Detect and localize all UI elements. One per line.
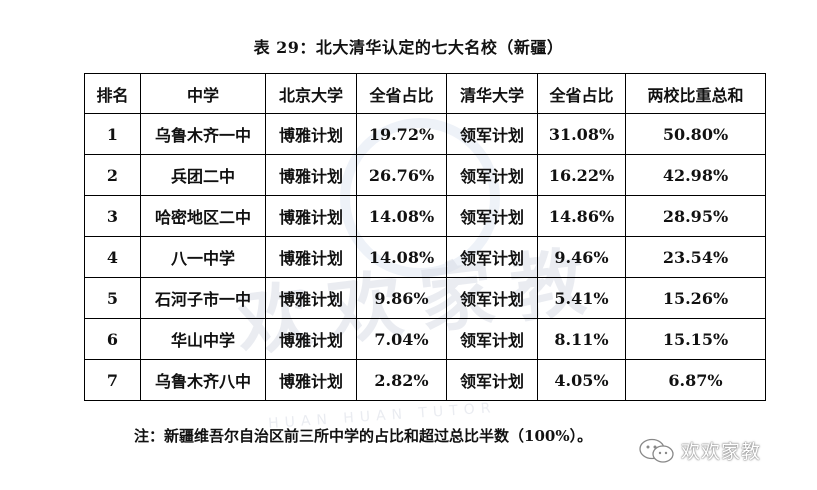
school-cell: 石河子市一中 <box>140 277 266 319</box>
table-row: 5 石河子市一中 博雅计划 9.86% 领军计划 5.41% 15.26% <box>84 277 766 319</box>
thu-program-cell: 领军计划 <box>446 113 538 155</box>
school-cell: 哈密地区二中 <box>140 195 266 237</box>
total-share-cell: 28.95% <box>625 195 766 237</box>
header-cell: 中学 <box>140 73 266 114</box>
thu-share-cell: 8.11% <box>537 318 626 360</box>
thu-share-cell: 5.41% <box>537 277 626 319</box>
school-cell: 乌鲁木齐一中 <box>140 113 266 155</box>
thu-program-cell: 领军计划 <box>446 236 538 278</box>
rank-cell: 5 <box>84 277 141 319</box>
school-cell: 华山中学 <box>140 318 266 360</box>
table-row: 6 华山中学 博雅计划 7.04% 领军计划 8.11% 15.15% <box>84 318 766 360</box>
pku-program-cell: 博雅计划 <box>265 113 357 155</box>
thu-share-cell: 9.46% <box>537 236 626 278</box>
pku-share-cell: 26.76% <box>356 154 447 196</box>
pku-share-cell: 14.08% <box>356 195 447 237</box>
pku-share-cell: 7.04% <box>356 318 447 360</box>
school-cell: 兵团二中 <box>140 154 266 196</box>
table-row: 4 八一中学 博雅计划 14.08% 领军计划 9.46% 23.54% <box>84 236 766 278</box>
rank-cell: 1 <box>84 113 141 155</box>
table-title: 表 29：北大清华认定的七大名校（新疆） <box>253 38 564 57</box>
total-share-cell: 50.80% <box>625 113 766 155</box>
school-cell: 八一中学 <box>140 236 266 278</box>
table-footnote: 注：新疆维吾尔自治区前三所中学的占比和超过总比半数（100%）。 <box>134 427 593 445</box>
total-share-cell: 23.54% <box>625 236 766 278</box>
thu-program-cell: 领军计划 <box>446 277 538 319</box>
thu-program-cell: 领军计划 <box>446 195 538 237</box>
rank-cell: 3 <box>84 195 141 237</box>
rank-cell: 2 <box>84 154 141 196</box>
header-cell: 全省占比 <box>537 73 626 114</box>
thu-share-cell: 16.22% <box>537 154 626 196</box>
header-cell: 全省占比 <box>356 73 447 114</box>
ranking-table: 排名 中学 北京大学 全省占比 清华大学 全省占比 两校比重总和 1 乌鲁木齐一… <box>84 73 766 401</box>
header-cell: 清华大学 <box>446 73 538 114</box>
table-row: 1 乌鲁木齐一中 博雅计划 19.72% 领军计划 31.08% 50.80% <box>84 113 766 155</box>
thu-program-cell: 领军计划 <box>446 359 538 401</box>
pku-program-cell: 博雅计划 <box>265 277 357 319</box>
rank-cell: 6 <box>84 318 141 360</box>
brand-watermark: 欢欢家教 <box>637 437 761 464</box>
school-cell: 乌鲁木齐八中 <box>140 359 266 401</box>
total-share-cell: 6.87% <box>625 359 766 401</box>
pku-program-cell: 博雅计划 <box>265 154 357 196</box>
pku-program-cell: 博雅计划 <box>265 359 357 401</box>
pku-program-cell: 博雅计划 <box>265 236 357 278</box>
pku-share-cell: 19.72% <box>356 113 447 155</box>
total-share-cell: 15.15% <box>625 318 766 360</box>
pku-share-cell: 14.08% <box>356 236 447 278</box>
thu-program-cell: 领军计划 <box>446 154 538 196</box>
thu-program-cell: 领军计划 <box>446 318 538 360</box>
table-row: 2 兵团二中 博雅计划 26.76% 领军计划 16.22% 42.98% <box>84 154 766 196</box>
brand-name: 欢欢家教 <box>681 441 762 463</box>
header-cell: 北京大学 <box>265 73 357 114</box>
rank-cell: 4 <box>84 236 141 278</box>
total-share-cell: 15.26% <box>625 277 766 319</box>
thu-share-cell: 4.05% <box>537 359 626 401</box>
total-share-cell: 42.98% <box>625 154 766 196</box>
pku-program-cell: 博雅计划 <box>265 195 357 237</box>
pku-share-cell: 9.86% <box>356 277 447 319</box>
table-row: 7 乌鲁木齐八中 博雅计划 2.82% 领军计划 4.05% 6.87% <box>84 359 766 401</box>
header-cell: 排名 <box>84 73 141 114</box>
thu-share-cell: 14.86% <box>537 195 626 237</box>
table-header-row: 排名 中学 北京大学 全省占比 清华大学 全省占比 两校比重总和 <box>84 73 766 114</box>
thu-share-cell: 31.08% <box>537 113 626 155</box>
header-cell: 两校比重总和 <box>625 73 766 114</box>
pku-share-cell: 2.82% <box>356 359 447 401</box>
wechat-icon <box>639 438 674 463</box>
rank-cell: 7 <box>84 359 141 401</box>
table-row: 3 哈密地区二中 博雅计划 14.08% 领军计划 14.86% 28.95% <box>84 195 766 237</box>
pku-program-cell: 博雅计划 <box>265 318 357 360</box>
